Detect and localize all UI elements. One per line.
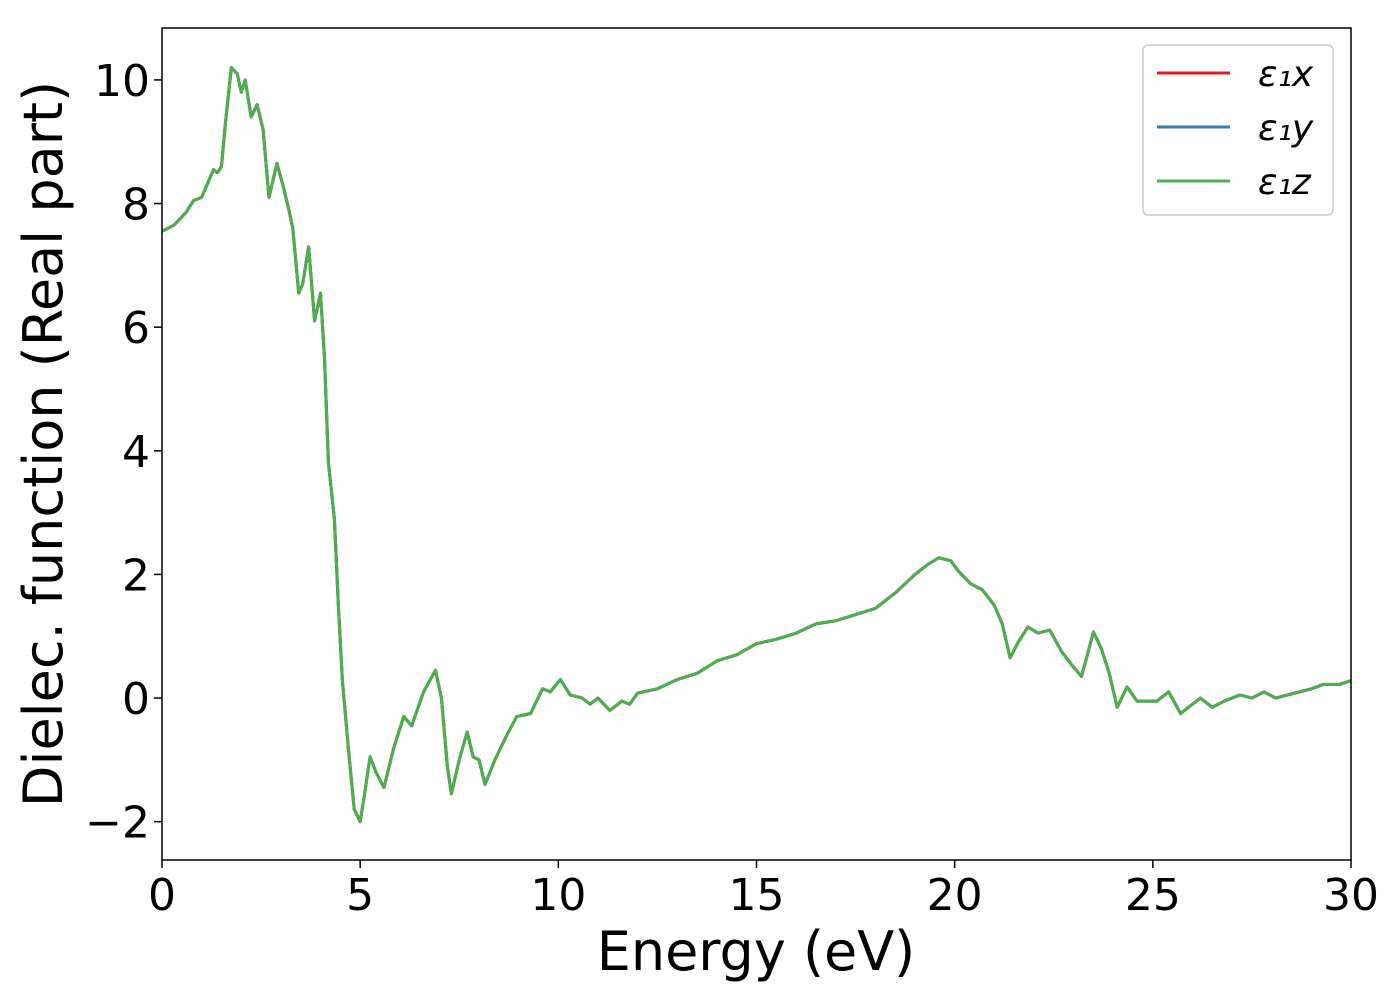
y-tick-label: 0 xyxy=(122,674,150,725)
x-tick-label: 25 xyxy=(1125,870,1181,921)
series-line xyxy=(162,66,1351,824)
y-tick-label: 10 xyxy=(94,56,150,107)
legend-label: ε₁x xyxy=(1258,54,1314,95)
y-tick-label: 2 xyxy=(122,550,150,601)
y-tick-label: 4 xyxy=(122,427,150,478)
x-tick-label: 0 xyxy=(148,870,176,921)
x-tick-label: 5 xyxy=(346,870,374,921)
x-tick-label: 15 xyxy=(729,870,785,921)
plot-frame xyxy=(161,27,1352,861)
x-axis-label: Energy (eV) xyxy=(597,920,916,983)
y-axis-label: Dielec. function (Real part) xyxy=(12,81,75,807)
x-tick-label: 20 xyxy=(927,870,983,921)
x-tick-label: 10 xyxy=(530,870,586,921)
x-tick-label: 30 xyxy=(1323,870,1379,921)
y-tick-label: 6 xyxy=(122,303,150,354)
y-tick-label: 8 xyxy=(122,180,150,231)
y-tick-label: −2 xyxy=(85,798,150,849)
legend-label: ε₁z xyxy=(1258,162,1312,203)
legend-box xyxy=(1142,44,1334,216)
legend-label: ε₁y xyxy=(1258,108,1314,149)
